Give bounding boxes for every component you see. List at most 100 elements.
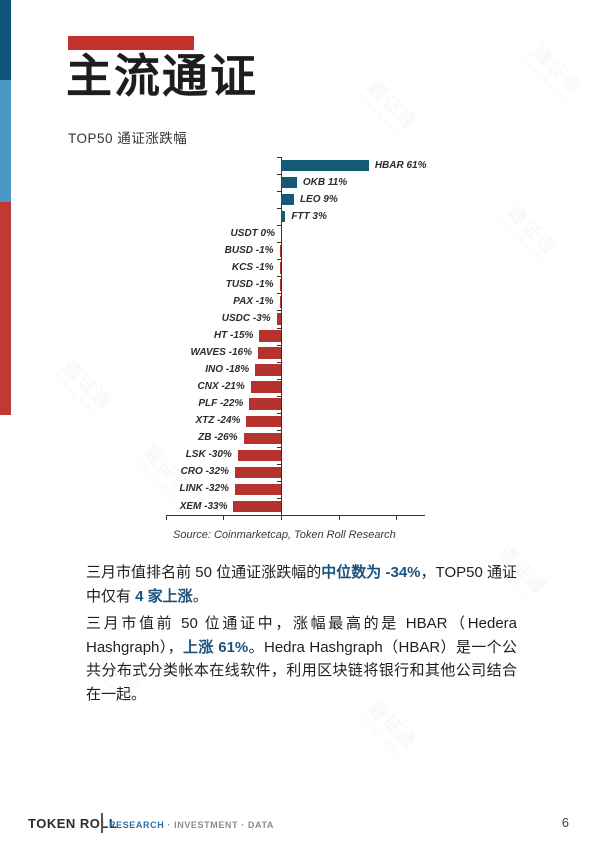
footer-tagline-rest-text: · INVESTMENT · DATA bbox=[167, 820, 274, 830]
chart-bar bbox=[234, 483, 281, 496]
chart-bar bbox=[281, 210, 286, 223]
chart-bar-label: BUSD -1% bbox=[224, 244, 274, 256]
chart-row-tick bbox=[277, 157, 281, 158]
paragraph: 三月市值前 50 位通证中，涨幅最高的是 HBAR（Hedera Hashgra… bbox=[86, 612, 517, 706]
footer-tagline: RESEARCH · INVESTMENT · DATA bbox=[109, 820, 274, 830]
chart-row-tick bbox=[277, 327, 281, 329]
body-text: 。 bbox=[192, 587, 208, 605]
side-strip-light-blue bbox=[0, 80, 11, 202]
chart-bar bbox=[249, 398, 281, 410]
chart-bar bbox=[233, 500, 281, 513]
chart-bar bbox=[234, 466, 281, 479]
watermark-subtext: TOKEN ROLL bbox=[335, 71, 426, 162]
chart-x-tick bbox=[338, 515, 340, 520]
side-strip-red bbox=[0, 202, 11, 415]
watermark: 通证通TOKEN ROLL bbox=[500, 18, 600, 128]
chart-bar-label: XEM -33% bbox=[179, 500, 228, 512]
chart-row-tick bbox=[277, 174, 281, 176]
chart-title: TOP50 通证涨跌幅 bbox=[68, 131, 188, 146]
highlighted-text: 上涨 61% bbox=[182, 638, 249, 656]
chart-bar bbox=[279, 262, 281, 274]
chart-row-tick bbox=[277, 498, 281, 499]
chart-bar bbox=[259, 330, 281, 342]
body-text: 三月市值前 50 位通证中，涨幅最高的是 HBAR（Hedera Hashgra… bbox=[86, 615, 517, 656]
chart-bar bbox=[276, 313, 281, 325]
chart-row-tick bbox=[277, 361, 281, 363]
chart-bar-label: LEO 9% bbox=[299, 193, 338, 205]
title-accent-bar bbox=[68, 36, 194, 50]
chart-bar bbox=[237, 449, 281, 462]
chart-row-tick bbox=[277, 395, 281, 397]
chart-row-tick bbox=[277, 480, 281, 482]
chart-bar bbox=[246, 415, 281, 428]
page-number: 6 bbox=[561, 815, 569, 830]
chart-row-tick bbox=[277, 259, 281, 261]
page-title: 主流通证 bbox=[66, 50, 258, 102]
chart-bar-label: CRO -32% bbox=[180, 466, 229, 478]
chart-row-tick bbox=[277, 208, 281, 210]
paragraph: 三月市值排名前 50 位通证涨跌幅的中位数为 -34%，TOP50 通证中仅有 … bbox=[86, 561, 517, 608]
chart-row-tick bbox=[277, 378, 281, 380]
chart-bar bbox=[281, 159, 369, 172]
chart-row-tick bbox=[277, 293, 281, 295]
body-text: 三月市值排名前 50 位通证涨跌幅的 bbox=[86, 564, 322, 581]
watermark: 通证通TOKEN ROLL bbox=[335, 53, 445, 163]
chart-row-tick bbox=[277, 446, 281, 448]
chart-bar-label: FTT 3% bbox=[291, 210, 327, 222]
footer-tagline-research: RESEARCH bbox=[109, 820, 165, 830]
watermark-subtext: TOKEN ROLL bbox=[500, 36, 591, 127]
chart-bar bbox=[279, 245, 281, 257]
highlighted-text: 4 家上涨 bbox=[135, 587, 193, 605]
chart-bar-label: OKB 11% bbox=[302, 176, 348, 188]
chart-bar bbox=[250, 381, 281, 393]
chart-row-tick bbox=[277, 276, 281, 278]
chart-bar bbox=[281, 193, 294, 206]
chart-zero-axis bbox=[281, 157, 282, 515]
chart-row-tick bbox=[277, 242, 281, 244]
chart-bar-label: KCS -1% bbox=[231, 261, 274, 273]
chart-x-tick bbox=[223, 515, 225, 520]
chart-bar-label: LSK -30% bbox=[185, 449, 232, 461]
body-text: ，TOP50 通证中仅有 bbox=[86, 564, 518, 605]
chart-row-tick bbox=[277, 412, 281, 414]
chart-bar bbox=[257, 347, 281, 359]
watermark-text: 通证通 bbox=[507, 18, 600, 121]
chart-bar bbox=[255, 364, 281, 376]
chart-bar-label: XTZ -24% bbox=[195, 415, 241, 427]
chart-x-axis bbox=[165, 515, 425, 516]
chart-bar bbox=[279, 279, 281, 291]
chart-bar-label: LINK -32% bbox=[179, 483, 229, 495]
chart-row-tick bbox=[277, 463, 281, 465]
chart-row-tick bbox=[277, 344, 281, 346]
chart-bar-label: HT -15% bbox=[213, 330, 254, 342]
chart-bar-label: INO -18% bbox=[205, 364, 250, 376]
chart-row-tick bbox=[277, 310, 281, 312]
chart-bar-label: WAVES -16% bbox=[190, 347, 252, 359]
page-footer: TOKEN ROLL RESEARCH · INVESTMENT · DATA … bbox=[0, 812, 600, 838]
analysis-paragraphs: 三月市值排名前 50 位通证涨跌幅的中位数为 -34%，TOP50 通证中仅有 … bbox=[86, 561, 517, 710]
footer-divider bbox=[101, 813, 103, 833]
chart-bar bbox=[281, 176, 297, 189]
bar-chart: HBAR 61% OKB 11% LEO 9% FTT 3% USDT 0% BUSD -… bbox=[0, 157, 600, 537]
chart-bar-label: PLF -22% bbox=[198, 398, 244, 410]
chart-bar-label: PAX -1% bbox=[233, 295, 274, 307]
side-strip-dark-blue bbox=[0, 0, 11, 80]
highlighted-text: 中位数为 -34% bbox=[321, 564, 421, 581]
chart-bar bbox=[279, 296, 281, 308]
chart-bar-label: TUSD -1% bbox=[225, 278, 274, 290]
chart-x-tick bbox=[396, 515, 398, 520]
watermark-text: 通证通 bbox=[342, 53, 445, 156]
chart-x-tick bbox=[165, 515, 167, 520]
chart-row-tick bbox=[277, 429, 281, 431]
chart-x-tick bbox=[281, 515, 282, 520]
chart-bar-label: USDT 0% bbox=[230, 227, 275, 239]
chart-source: Source: Coinmarketcap, Token Roll Resear… bbox=[173, 529, 396, 541]
brand-logo-text: TOKEN ROLL bbox=[28, 816, 118, 831]
chart-row-tick bbox=[277, 191, 281, 193]
chart-row-tick bbox=[277, 225, 281, 227]
chart-bar-label: USDC -3% bbox=[221, 312, 271, 324]
chart-bar-label: HBAR 61% bbox=[374, 159, 427, 171]
chart-bar-label: ZB -26% bbox=[198, 432, 238, 444]
chart-bar bbox=[243, 432, 281, 445]
